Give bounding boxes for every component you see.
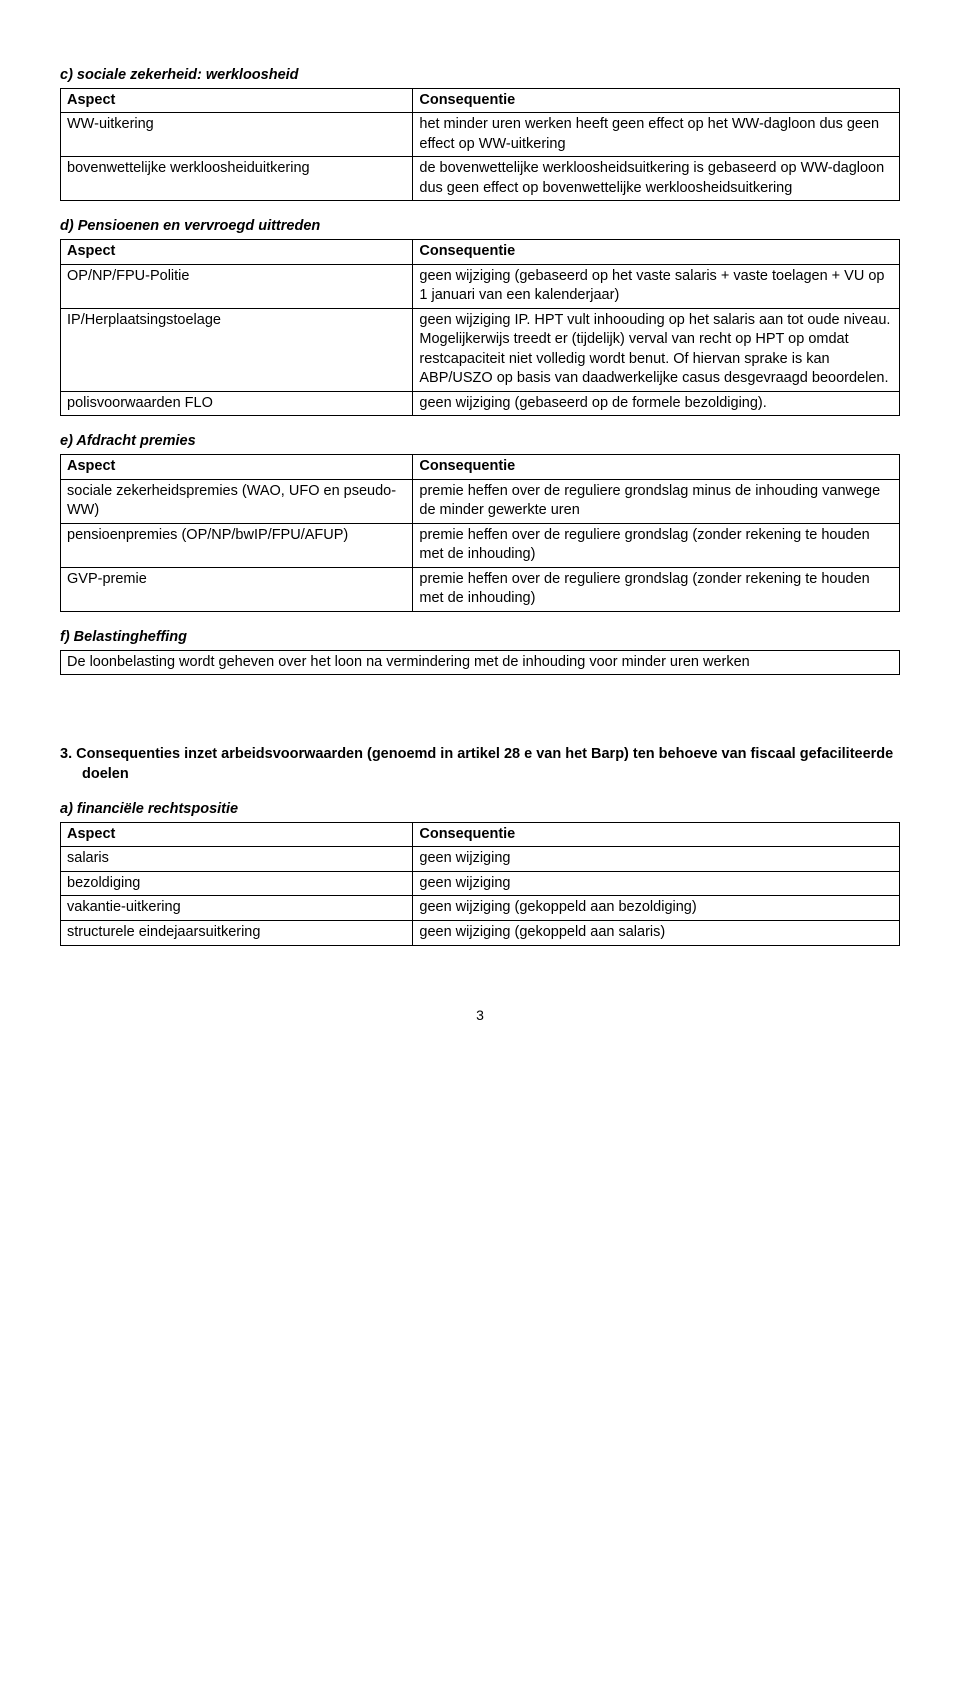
section-f-heading: f) Belastingheffing	[60, 628, 900, 648]
header-consequentie: Consequentie	[413, 455, 900, 480]
cell-consequentie: geen wijziging (gebaseerd op het vaste s…	[413, 264, 900, 308]
header-aspect: Aspect	[61, 239, 413, 264]
cell-aspect: bovenwettelijke werkloosheiduitkering	[61, 157, 413, 201]
cell-aspect: polisvoorwaarden FLO	[61, 391, 413, 416]
cell-aspect: salaris	[61, 847, 413, 872]
cell-aspect: structurele eindejaarsuitkering	[61, 921, 413, 946]
cell-aspect: bezoldiging	[61, 871, 413, 896]
cell-consequentie: geen wijziging	[413, 871, 900, 896]
header-consequentie: Consequentie	[413, 822, 900, 847]
header-consequentie: Consequentie	[413, 239, 900, 264]
section-a2-heading: a) financiële rechtspositie	[60, 800, 900, 820]
section-c-heading: c) sociale zekerheid: werkloosheid	[60, 66, 900, 86]
section-d-table: Aspect Consequentie OP/NP/FPU-Politie ge…	[60, 239, 900, 417]
section-3-intro: 3. Consequenties inzet arbeidsvoorwaarde…	[60, 745, 900, 784]
section-e-table: Aspect Consequentie sociale zekerheidspr…	[60, 454, 900, 612]
table-row: structurele eindejaarsuitkering geen wij…	[61, 921, 900, 946]
table-header-row: Aspect Consequentie	[61, 88, 900, 113]
cell-aspect: GVP-premie	[61, 567, 413, 611]
table-row: IP/Herplaatsingstoelage geen wijziging I…	[61, 308, 900, 391]
table-row: vakantie-uitkering geen wijziging (gekop…	[61, 896, 900, 921]
page-number: 3	[60, 1006, 900, 1025]
header-aspect: Aspect	[61, 822, 413, 847]
cell-consequentie: geen wijziging (gekoppeld aan bezoldigin…	[413, 896, 900, 921]
table-row: salaris geen wijziging	[61, 847, 900, 872]
cell-consequentie: de bovenwettelijke werkloosheidsuitkerin…	[413, 157, 900, 201]
table-header-row: Aspect Consequentie	[61, 822, 900, 847]
header-aspect: Aspect	[61, 455, 413, 480]
table-row: OP/NP/FPU-Politie geen wijziging (gebase…	[61, 264, 900, 308]
table-row: GVP-premie premie heffen over de regulie…	[61, 567, 900, 611]
cell-consequentie: premie heffen over de reguliere grondsla…	[413, 479, 900, 523]
section-a2-table: Aspect Consequentie salaris geen wijzigi…	[60, 822, 900, 946]
cell-consequentie: het minder uren werken heeft geen effect…	[413, 113, 900, 157]
cell-aspect: vakantie-uitkering	[61, 896, 413, 921]
cell-consequentie: geen wijziging (gekoppeld aan salaris)	[413, 921, 900, 946]
cell-consequentie: premie heffen over de reguliere grondsla…	[413, 523, 900, 567]
section-f-text: De loonbelasting wordt geheven over het …	[60, 650, 900, 676]
cell-aspect: sociale zekerheidspremies (WAO, UFO en p…	[61, 479, 413, 523]
table-row: bezoldiging geen wijziging	[61, 871, 900, 896]
table-row: sociale zekerheidspremies (WAO, UFO en p…	[61, 479, 900, 523]
cell-aspect: IP/Herplaatsingstoelage	[61, 308, 413, 391]
table-header-row: Aspect Consequentie	[61, 455, 900, 480]
table-row: WW-uitkering het minder uren werken heef…	[61, 113, 900, 157]
table-row: bovenwettelijke werkloosheiduitkering de…	[61, 157, 900, 201]
cell-consequentie: geen wijziging (gebaseerd op de formele …	[413, 391, 900, 416]
table-row: polisvoorwaarden FLO geen wijziging (geb…	[61, 391, 900, 416]
cell-consequentie: geen wijziging IP. HPT vult inhoouding o…	[413, 308, 900, 391]
table-row: pensioenpremies (OP/NP/bwIP/FPU/AFUP) pr…	[61, 523, 900, 567]
table-header-row: Aspect Consequentie	[61, 239, 900, 264]
cell-aspect: OP/NP/FPU-Politie	[61, 264, 413, 308]
cell-aspect: WW-uitkering	[61, 113, 413, 157]
header-consequentie: Consequentie	[413, 88, 900, 113]
section-c-table: Aspect Consequentie WW-uitkering het min…	[60, 88, 900, 202]
section-e-heading: e) Afdracht premies	[60, 432, 900, 452]
cell-consequentie: premie heffen over de reguliere grondsla…	[413, 567, 900, 611]
header-aspect: Aspect	[61, 88, 413, 113]
cell-aspect: pensioenpremies (OP/NP/bwIP/FPU/AFUP)	[61, 523, 413, 567]
section-d-heading: d) Pensioenen en vervroegd uittreden	[60, 217, 900, 237]
cell-consequentie: geen wijziging	[413, 847, 900, 872]
